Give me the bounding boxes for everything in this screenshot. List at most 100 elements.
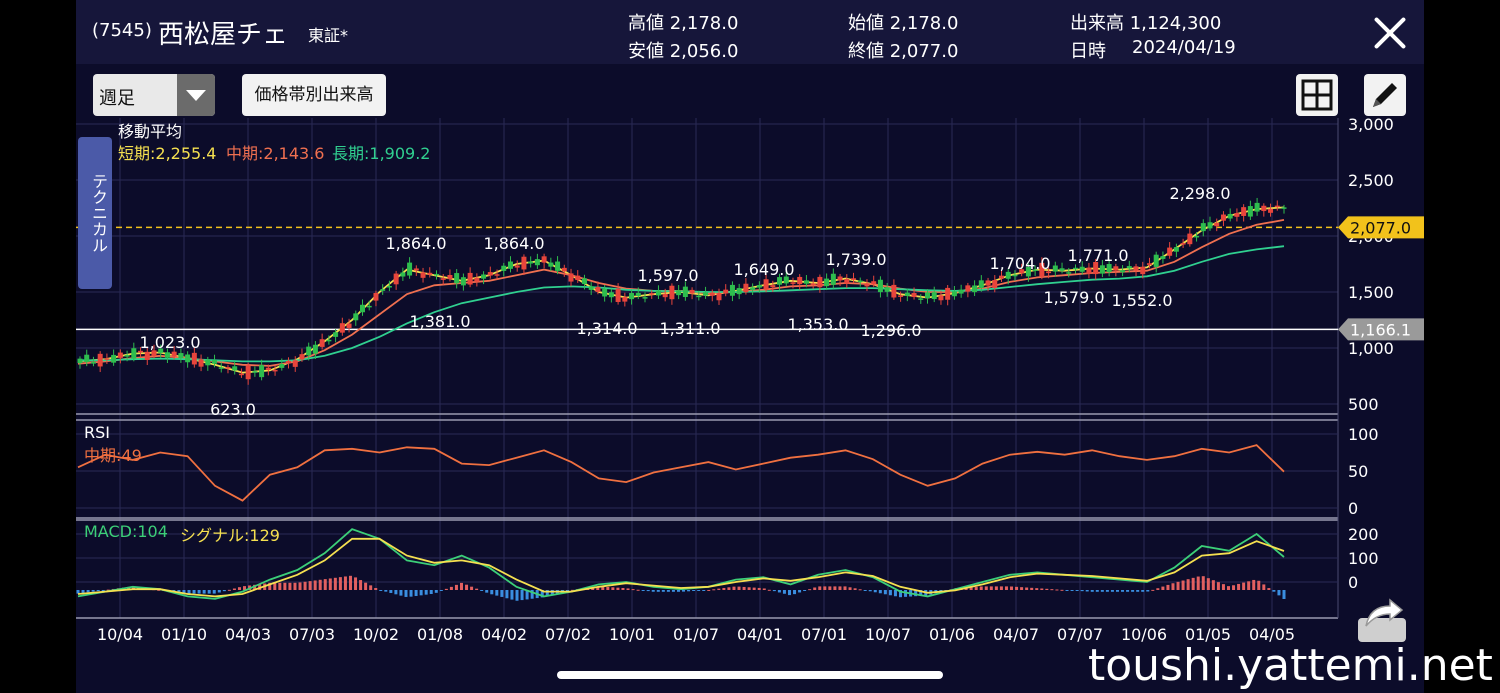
macd-histogram-bar	[969, 587, 973, 590]
macd-histogram-bar	[268, 582, 272, 590]
macd-histogram-bar	[227, 589, 231, 591]
macd-histogram-bar	[1136, 590, 1140, 592]
macd-histogram-bar	[1110, 590, 1114, 592]
chevron-down-icon[interactable]	[177, 74, 215, 116]
macd-histogram-bar	[409, 590, 413, 597]
candle-body	[171, 351, 177, 357]
high-price: 高値 2,178.0	[628, 13, 739, 34]
candle-body	[474, 277, 480, 282]
header-bar	[76, 0, 1424, 64]
macd-histogram-bar	[1201, 576, 1205, 590]
ma-long-label: 長期:1,909.2	[332, 144, 431, 163]
peak-price-label: 1,704.0	[989, 254, 1050, 273]
peak-price-label: 1,353.0	[787, 315, 848, 334]
macd-histogram-bar	[197, 590, 201, 594]
close-price: 終値 2,077.0	[848, 41, 959, 62]
macd-histogram-bar	[727, 587, 731, 590]
candle-body	[144, 351, 150, 360]
candle-body	[238, 373, 244, 376]
macd-histogram-bar	[550, 590, 554, 596]
macd-histogram-bar	[1242, 582, 1246, 590]
candle-body	[366, 305, 372, 308]
candle-body	[1180, 243, 1186, 245]
macd-histogram-bar	[429, 590, 433, 595]
macd-histogram-bar	[656, 590, 660, 592]
macd-histogram-bar	[1121, 590, 1125, 592]
macd-histogram-bar	[500, 590, 504, 597]
candle-body	[1160, 256, 1166, 259]
macd-histogram-bar	[777, 590, 781, 593]
stock-code: (7545)	[92, 20, 152, 41]
macd-histogram-bar	[742, 586, 746, 590]
macd-histogram-bar	[490, 590, 494, 595]
macd-histogram-bar	[545, 590, 549, 597]
candle-body	[743, 283, 749, 293]
macd-histogram-bar	[666, 590, 670, 592]
candle-body	[198, 359, 204, 367]
candle-body	[1005, 271, 1011, 279]
candle-body	[1214, 222, 1220, 227]
share-icon[interactable]	[1356, 596, 1408, 644]
candle-body	[918, 298, 924, 300]
candle-body	[568, 273, 574, 282]
macd-histogram-bar	[1156, 588, 1160, 590]
y-tick-label: 3,000	[1348, 115, 1394, 134]
x-tick-label: 04/01	[737, 625, 783, 644]
macd-histogram-bar	[434, 590, 438, 593]
macd-histogram-bar	[1010, 586, 1014, 590]
candle-body	[662, 293, 668, 298]
macd-histogram-bar	[419, 590, 423, 596]
candle-body	[1194, 235, 1200, 238]
watermark: toushi.yattemi.net	[1088, 640, 1493, 691]
peak-price-label: 1,381.0	[409, 312, 470, 331]
grid-layout-icon[interactable]	[1296, 74, 1338, 116]
macd-histogram-bar	[863, 590, 867, 591]
macd-histogram-bar	[424, 590, 428, 595]
volume-profile-button[interactable]: 価格帯別出来高	[242, 74, 386, 116]
candle-body	[797, 276, 803, 285]
candle-body	[400, 272, 406, 277]
macd-histogram-bar	[1040, 588, 1044, 590]
x-tick-label: 01/05	[1185, 625, 1231, 644]
candle-body	[447, 274, 453, 280]
macd-histogram-bar	[1080, 590, 1084, 592]
macd-histogram-bar	[510, 590, 514, 600]
macd-histogram-bar	[757, 587, 761, 590]
candle-body	[709, 292, 715, 296]
candle-body	[1247, 206, 1253, 217]
macd-histogram-bar	[772, 590, 776, 592]
macd-histogram-bar	[762, 588, 766, 590]
macd-histogram-bar	[459, 582, 463, 590]
macd-histogram-bar	[1045, 588, 1049, 590]
candle-body	[904, 292, 910, 296]
candle-body	[1207, 222, 1213, 229]
macd-histogram-bar	[767, 589, 771, 591]
candle-body	[380, 289, 386, 291]
macd-histogram-bar	[565, 590, 569, 592]
peak-price-label: 1,579.0	[1043, 288, 1104, 307]
candle-body	[864, 283, 870, 287]
home-indicator[interactable]	[557, 671, 943, 679]
macd-histogram-bar	[449, 586, 453, 590]
macd-histogram-bar	[1277, 590, 1281, 596]
candle-body	[1099, 265, 1105, 274]
x-tick-label: 10/01	[609, 625, 655, 644]
candle-body	[898, 295, 904, 297]
macd-histogram-bar	[540, 590, 544, 598]
candle-body	[259, 365, 265, 378]
macd-histogram-bar	[132, 586, 136, 590]
candle-body	[1153, 254, 1159, 267]
technical-tab[interactable]: テクニカル	[78, 137, 112, 289]
pencil-icon[interactable]	[1364, 74, 1406, 116]
period-select[interactable]: 週足	[93, 74, 215, 116]
macd-histogram-bar	[298, 582, 302, 590]
macd-histogram-bar	[596, 586, 600, 590]
candle-body	[992, 279, 998, 289]
x-tick-label: 04/05	[1249, 625, 1295, 644]
macd-histogram-bar	[273, 582, 277, 590]
candle-body	[360, 304, 366, 313]
candle-body	[1281, 207, 1287, 209]
candle-body	[286, 360, 292, 364]
candle-body	[104, 358, 110, 360]
